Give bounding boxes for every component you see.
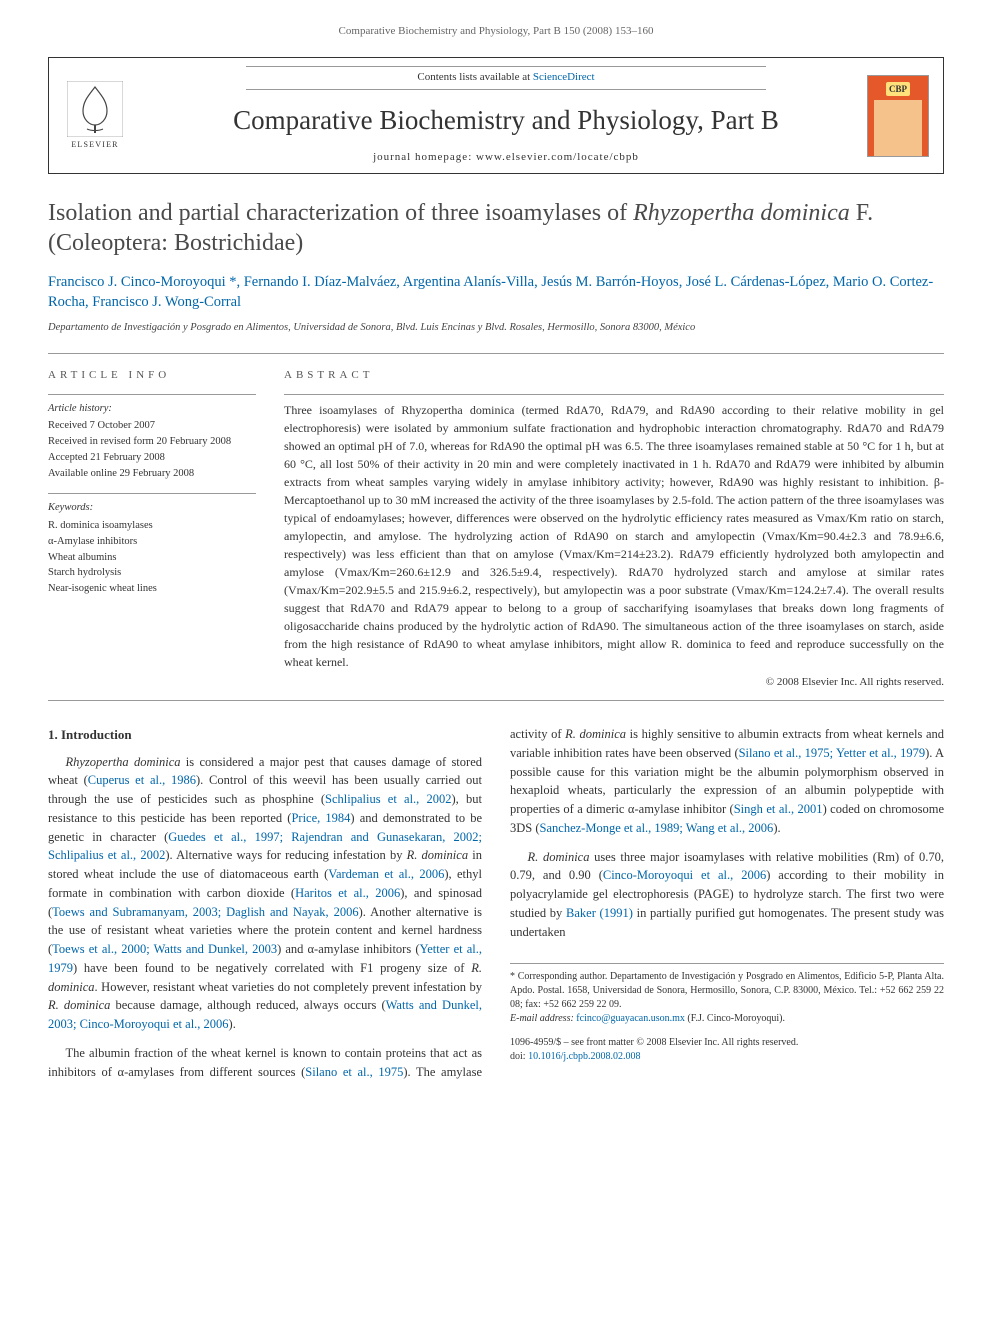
doi-line: doi: 10.1016/j.cbpb.2008.02.008 [510,1050,944,1064]
keyword-item: R. dominica isoamylases [48,518,256,534]
publisher-label: ELSEVIER [71,139,118,150]
ref-link[interactable]: Vardeman et al., 2006 [328,867,444,881]
ref-link[interactable]: Price, 1984 [291,811,350,825]
ref-link[interactable]: Silano et al., 1975; Yetter et al., 1979 [739,746,925,760]
keywords-block: Keywords: R. dominica isoamylases α-Amyl… [48,493,256,597]
sp: R. dominica [528,850,590,864]
kw0: R. dominica isoamylases [48,520,153,531]
sp: R. dominica [565,727,626,741]
keyword-item: Near-isogenic wheat lines [48,581,256,597]
t: ). [773,821,780,835]
divider [48,700,944,701]
history-item: Available online 29 February 2008 [48,466,256,482]
article-title: Isolation and partial characterization o… [48,198,944,258]
contents-prefix: Contents lists available at [417,71,532,83]
body-columns: 1. Introduction Rhyzopertha dominica is … [48,725,944,1081]
divider [48,353,944,354]
body-para-1: Rhyzopertha dominica is considered a maj… [48,753,482,1034]
ref-link[interactable]: Singh et al., 2001 [734,802,823,816]
running-head: Comparative Biochemistry and Physiology,… [48,24,944,39]
article-info-col: ARTICLE INFO Article history: Received 7… [48,368,256,690]
email-label: E-mail address: [510,1013,576,1024]
sciencedirect-link[interactable]: ScienceDirect [533,71,595,83]
homepage-label: journal homepage: [373,151,476,163]
t: because damage, although reduced, always… [110,998,385,1012]
cover-thumb-body [874,100,922,155]
authors: Francisco J. Cinco-Moroyoqui *, Fernando… [48,272,944,313]
contents-line: Contents lists available at ScienceDirec… [246,66,766,89]
corresponding-author: * Corresponding author. Departamento de … [510,970,944,1012]
history-block: Article history: Received 7 October 2007… [48,394,256,482]
ref-link[interactable]: Schlipalius et al., 2002 [325,792,451,806]
t: ) have been found to be negatively corre… [73,961,471,975]
elsevier-logo: ELSEVIER [63,80,127,152]
abstract-text: Three isoamylases of Rhyzopertha dominic… [284,394,944,671]
body-para-3: R. dominica uses three major isoamylases… [510,848,944,942]
email-link[interactable]: fcinco@guayacan.uson.mx [576,1013,685,1024]
footnotes: * Corresponding author. Departamento de … [510,963,944,1026]
section-heading: 1. Introduction [48,725,482,745]
email-name: (F.J. Cinco-Moroyoqui). [687,1013,785,1024]
doi-label: doi: [510,1051,526,1062]
homepage-url[interactable]: www.elsevier.com/locate/cbpb [476,151,639,163]
elsevier-tree-icon [67,81,123,137]
abstract-col: ABSTRACT Three isoamylases of Rhyzoperth… [284,368,944,690]
ref-link[interactable]: Toews et al., 2000; Watts and Dunkel, 20… [52,942,277,956]
cover-badge: CBP [886,82,910,97]
footer-meta: 1096-4959/$ – see front matter © 2008 El… [510,1036,944,1064]
history-item: Received in revised form 20 February 200… [48,434,256,450]
t: ). [229,1017,236,1031]
title-pre: Isolation and partial characterization o… [48,200,633,226]
header-center: Contents lists available at ScienceDirec… [145,66,867,165]
email-line: E-mail address: fcinco@guayacan.uson.mx … [510,1012,944,1026]
issn-line: 1096-4959/$ – see front matter © 2008 El… [510,1036,944,1050]
ref-link[interactable]: Toews and Subramanyam, 2003; Daglish and… [52,905,358,919]
sp: R. dominica [48,998,110,1012]
author-link[interactable]: Francisco J. Cinco-Moroyoqui *, Fernando… [48,274,933,310]
keyword-item: α-Amylase inhibitors [48,534,256,550]
homepage-line: journal homepage: www.elsevier.com/locat… [145,150,867,165]
journal-name: Comparative Biochemistry and Physiology,… [145,102,867,140]
keyword-item: Starch hydrolysis [48,565,256,581]
ref-link[interactable]: Cinco-Moroyoqui et al., 2006 [603,868,766,882]
journal-header-box: ELSEVIER Contents lists available at Sci… [48,57,944,174]
info-abstract-row: ARTICLE INFO Article history: Received 7… [48,368,944,690]
ref-link[interactable]: Silano et al., 1975 [305,1065,403,1079]
abstract-label: ABSTRACT [284,368,944,383]
history-item: Accepted 21 February 2008 [48,450,256,466]
article-info-label: ARTICLE INFO [48,368,256,383]
affiliation: Departamento de Investigación y Posgrado… [48,321,944,336]
journal-cover-thumb: CBP [867,75,929,157]
ref-link[interactable]: Cuperus et al., 1986 [88,773,196,787]
t: ). Alternative ways for reducing infesta… [165,848,406,862]
history-item: Received 7 October 2007 [48,418,256,434]
keyword-item: Wheat albumins [48,550,256,566]
keywords-head: Keywords: [48,500,256,516]
ref-link[interactable]: Sanchez-Monge et al., 1989; Wang et al.,… [540,821,774,835]
doi-link[interactable]: 10.1016/j.cbpb.2008.02.008 [528,1051,641,1062]
ref-link[interactable]: Baker (1991) [566,906,633,920]
history-head: Article history: [48,401,256,417]
sp: Rhyzopertha dominica [66,755,181,769]
abstract-copyright: © 2008 Elsevier Inc. All rights reserved… [284,675,944,690]
sp: R. dominica [407,848,468,862]
ref-link[interactable]: Haritos et al., 2006 [295,886,400,900]
title-species: Rhyzopertha dominica [633,200,850,226]
t: . However, resistant wheat varieties do … [95,980,482,994]
t: ) and α-amylase inhibitors ( [277,942,419,956]
